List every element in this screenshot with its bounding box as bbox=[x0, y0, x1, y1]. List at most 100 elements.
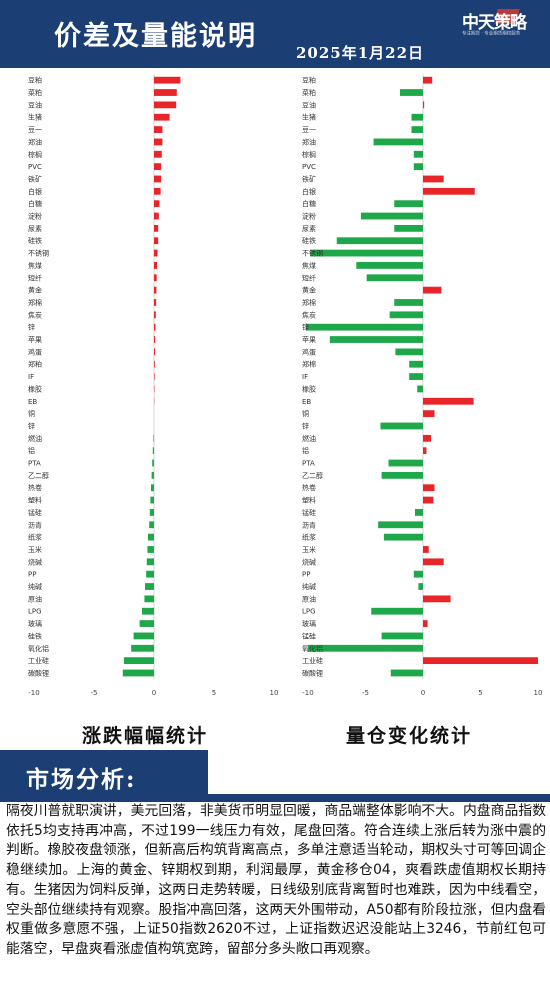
price-category-label-9: 白银 bbox=[28, 187, 42, 196]
price-category-label-13: 硅铁 bbox=[28, 236, 42, 245]
price-x-tick-4: 10 bbox=[270, 689, 279, 697]
price-x-tick-2: 0 bbox=[152, 689, 156, 697]
volume-category-label-24: IF bbox=[302, 373, 308, 381]
volume-x-tick-4: 10 bbox=[534, 689, 543, 697]
volume-category-label-20: 锌 bbox=[302, 323, 309, 332]
price-bar-11 bbox=[154, 212, 159, 220]
price-category-label-1: 菜粕 bbox=[28, 88, 42, 97]
price-bar-19 bbox=[154, 311, 156, 319]
volume-category-label-15: 焦煤 bbox=[302, 261, 316, 270]
volume-bar-27 bbox=[423, 410, 435, 418]
volume-category-label-8: 铁矿 bbox=[302, 174, 316, 183]
price-bar-22 bbox=[154, 348, 155, 356]
price-bar-38 bbox=[147, 546, 154, 553]
volume-bar-14 bbox=[310, 249, 423, 257]
price-bar-8 bbox=[154, 175, 162, 183]
volume-bar-45 bbox=[381, 632, 423, 640]
volume-category-label-37: 纸浆 bbox=[302, 533, 316, 542]
volume-bar-24 bbox=[409, 373, 423, 380]
price-category-label-42: 原油 bbox=[28, 594, 42, 603]
volume-category-label-39: 烧碱 bbox=[302, 557, 316, 566]
volume-bar-2 bbox=[423, 101, 425, 109]
volume-category-label-31: PTA bbox=[302, 460, 315, 468]
price-bar-1 bbox=[154, 89, 177, 96]
volume-bar-20 bbox=[305, 323, 423, 331]
price-bar-42 bbox=[144, 595, 154, 603]
volume-bar-4 bbox=[411, 126, 423, 133]
volume-category-label-41: 纯碱 bbox=[302, 582, 316, 591]
price-category-label-10: 白糖 bbox=[28, 199, 42, 208]
price-bar-13 bbox=[154, 237, 159, 245]
price-category-label-7: PVC bbox=[28, 163, 42, 171]
price-category-label-15: 焦煤 bbox=[28, 261, 42, 270]
volume-bar-38 bbox=[423, 546, 429, 553]
volume-category-label-12: 尿素 bbox=[302, 224, 316, 233]
price-bar-21 bbox=[154, 336, 156, 343]
volume-bar-42 bbox=[423, 595, 451, 603]
volume-bar-18 bbox=[394, 299, 423, 306]
volume-bar-15 bbox=[356, 262, 423, 269]
section-divider bbox=[0, 794, 550, 802]
volume-category-label-47: 工业硅 bbox=[302, 656, 323, 665]
price-category-label-27: 铜 bbox=[28, 409, 35, 418]
price-bar-37 bbox=[148, 533, 154, 541]
price-category-label-20: 锌 bbox=[28, 323, 35, 332]
volume-category-label-29: 燃油 bbox=[302, 434, 316, 443]
volume-category-label-14: 不锈钢 bbox=[302, 249, 323, 258]
volume-category-label-40: PP bbox=[302, 571, 310, 579]
charts-area: 豆粕菜粕豆油生猪豆一郑油棕榈PVC铁矿白银白糖淀粉尿素硅铁不锈钢焦煤短纤黄金郑棉… bbox=[28, 74, 543, 697]
volume-category-label-25: 橡胶 bbox=[302, 384, 316, 393]
price-bar-6 bbox=[154, 150, 162, 158]
price-category-label-40: PP bbox=[28, 571, 36, 579]
price-category-label-14: 不锈钢 bbox=[28, 249, 49, 258]
volume-category-label-6: 棕榈 bbox=[302, 150, 316, 159]
volume-category-label-22: 鸡蛋 bbox=[302, 347, 316, 356]
volume-bar-29 bbox=[423, 434, 432, 442]
price-category-label-35: 锰硅 bbox=[28, 508, 42, 517]
market-analysis-text: 隔夜川普就职演讲，美元回落，非美货币明显回暖，商品端整体影响不大。内盘商品指数依… bbox=[6, 803, 546, 957]
price-bar-30 bbox=[152, 447, 154, 455]
volume-category-label-19: 焦炭 bbox=[302, 310, 316, 319]
price-category-label-4: 豆一 bbox=[28, 126, 42, 134]
header-banner bbox=[0, 0, 550, 68]
price-category-label-8: 铁矿 bbox=[28, 174, 42, 183]
price-category-label-17: 黄金 bbox=[28, 286, 42, 295]
price-bar-40 bbox=[146, 570, 154, 578]
volume-category-label-16: 短纤 bbox=[302, 273, 316, 282]
volume-category-label-27: 铜 bbox=[302, 409, 309, 418]
volume-bar-33 bbox=[423, 484, 435, 492]
volume-bar-22 bbox=[395, 348, 423, 356]
price-bar-36 bbox=[149, 521, 154, 529]
volume-category-label-10: 白糖 bbox=[302, 199, 316, 208]
volume-bar-39 bbox=[423, 558, 444, 566]
volume-bar-31 bbox=[388, 459, 423, 467]
price-category-label-12: 尿素 bbox=[28, 224, 42, 233]
price-category-label-47: 工业硅 bbox=[28, 656, 49, 665]
chart-title-volume-oi-change: 量仓变化统计 bbox=[346, 725, 473, 747]
volume-bar-41 bbox=[418, 583, 423, 590]
volume-bar-0 bbox=[423, 76, 433, 84]
volume-category-label-32: 乙二醇 bbox=[302, 471, 323, 480]
volume-category-label-1: 菜粕 bbox=[302, 88, 316, 97]
volume-bar-16 bbox=[366, 274, 423, 282]
logo-subtitle: 专注期货 · 专业期货期权服务 bbox=[462, 30, 521, 37]
volume-category-label-33: 热卷 bbox=[302, 483, 316, 492]
volume-bar-25 bbox=[417, 385, 423, 393]
volume-bar-3 bbox=[411, 113, 423, 121]
price-bar-12 bbox=[154, 224, 159, 232]
price-bar-20 bbox=[154, 323, 156, 331]
volume-bar-12 bbox=[394, 224, 423, 232]
report-date: 2025年1月22日 bbox=[296, 44, 425, 62]
price-category-label-21: 苹果 bbox=[28, 335, 42, 344]
volume-bar-9 bbox=[423, 187, 475, 195]
volume-category-label-0: 豆粕 bbox=[302, 76, 316, 85]
price-category-label-36: 沥青 bbox=[28, 520, 42, 529]
price-category-label-43: LPG bbox=[28, 608, 42, 616]
price-category-label-39: 烧碱 bbox=[28, 557, 42, 566]
volume-category-label-17: 黄金 bbox=[302, 286, 316, 295]
volume-bar-47 bbox=[423, 657, 538, 665]
volume-bar-7 bbox=[413, 163, 423, 171]
price-category-label-44: 玻璃 bbox=[28, 619, 42, 628]
volume-x-tick-3: 5 bbox=[478, 689, 482, 697]
price-bar-7 bbox=[154, 163, 162, 171]
